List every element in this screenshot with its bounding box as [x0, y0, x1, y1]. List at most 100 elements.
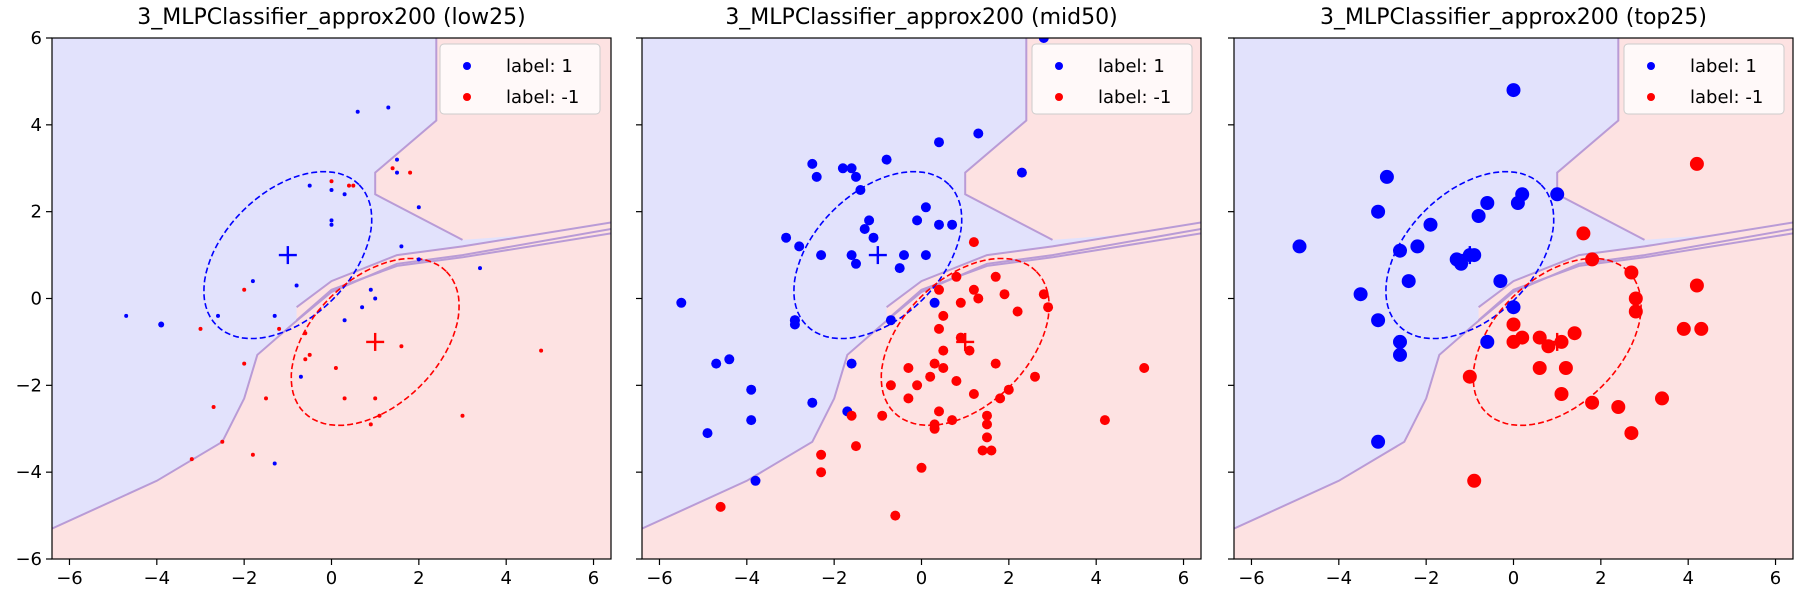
decision-boundary — [1556, 38, 1645, 241]
data-point-label-1 — [329, 218, 334, 223]
data-point-label-neg1 — [982, 419, 992, 430]
y-tick-label: 0 — [31, 289, 42, 310]
x-tick-label: −2 — [1413, 568, 1440, 589]
decision-boundary — [52, 228, 611, 530]
data-point-label-1 — [920, 202, 931, 213]
data-point-label-neg1 — [1576, 226, 1591, 241]
data-point-label-1 — [124, 313, 129, 318]
data-point-label-neg1 — [1558, 361, 1573, 375]
x-tick-label: −4 — [144, 568, 171, 589]
data-point-label-1 — [1550, 187, 1565, 202]
data-point-label-neg1 — [250, 452, 255, 457]
legend-label-neg1: label: -1 — [1098, 87, 1171, 108]
region-label-neg1 — [52, 229, 611, 559]
legend-box — [439, 43, 601, 115]
data-point-label-neg1 — [1003, 384, 1014, 395]
data-point-label-1 — [1393, 243, 1407, 258]
data-point-label-1 — [1506, 83, 1521, 98]
x-tick-label: −2 — [231, 568, 258, 589]
data-points — [676, 38, 1150, 521]
data-point-label-1 — [1480, 334, 1495, 349]
data-point-label-neg1 — [1676, 321, 1691, 336]
data-point-label-neg1 — [277, 326, 282, 331]
data-point-label-neg1 — [999, 289, 1010, 300]
data-point-label-neg1 — [1624, 426, 1639, 441]
y-tick-label: −4 — [15, 462, 42, 483]
data-point-label-neg1 — [951, 271, 962, 282]
data-point-label-neg1 — [955, 332, 966, 343]
decision-boundary — [1477, 232, 1793, 321]
data-point-label-neg1 — [938, 310, 949, 321]
data-point-label-1 — [1410, 239, 1425, 254]
data-point-label-neg1 — [303, 331, 308, 336]
region-label-neg1 — [1234, 229, 1793, 559]
decision-boundary — [886, 221, 1201, 309]
data-point-label-neg1 — [303, 357, 308, 362]
data-point-label-1 — [837, 163, 848, 174]
data-point-label-neg1 — [968, 284, 979, 295]
data-point-label-neg1 — [885, 380, 896, 391]
decision-regions — [1234, 38, 1793, 559]
data-point-label-1 — [851, 258, 861, 269]
x-tick-label: 0 — [916, 568, 927, 589]
legend-label-1: label: 1 — [1690, 56, 1757, 77]
data-point-label-neg1 — [990, 358, 1001, 369]
data-point-label-neg1 — [964, 345, 975, 356]
data-point-label-1 — [368, 287, 373, 292]
data-point-label-1 — [1493, 274, 1508, 289]
y-tick-label: −6 — [15, 549, 42, 570]
legend: label: 1 label: -1 — [1031, 43, 1193, 115]
data-point-label-1 — [386, 105, 391, 110]
data-point-label-neg1 — [925, 371, 936, 382]
data-point-label-1 — [1480, 196, 1495, 210]
data-point-label-neg1 — [982, 432, 992, 443]
region-label-neg1 — [642, 229, 1201, 559]
data-point-label-neg1 — [1030, 371, 1040, 382]
data-point-label-1 — [811, 171, 822, 182]
data-point-label-1 — [711, 358, 722, 369]
data-point-label-1 — [1454, 256, 1469, 271]
data-point-label-neg1 — [1585, 395, 1600, 410]
decision-regions — [642, 38, 1201, 559]
data-point-label-1 — [807, 158, 818, 169]
x-tick-label: 6 — [1178, 568, 1189, 589]
data-point-label-1 — [947, 219, 958, 230]
data-point-label-neg1 — [846, 410, 857, 421]
x-tick-label: 6 — [1770, 568, 1781, 589]
data-point-label-neg1 — [951, 376, 962, 386]
data-point-label-neg1 — [264, 396, 268, 401]
x-tick-label: 0 — [326, 568, 337, 589]
legend-marker-label-neg1 — [1647, 93, 1655, 101]
data-point-label-neg1 — [460, 413, 465, 418]
data-point-label-neg1 — [1611, 400, 1626, 414]
legend: label: 1 label: -1 — [1623, 43, 1785, 115]
data-point-label-neg1 — [1038, 289, 1049, 300]
subplot-mid50: 3_MLPClassifier_approx200 (mid50) −6 −4 −2… — [636, 5, 1202, 589]
data-point-label-neg1 — [399, 344, 404, 349]
y-tick-label: 2 — [31, 202, 42, 223]
data-point-label-1 — [272, 313, 277, 318]
data-point-label-neg1 — [1532, 361, 1547, 375]
data-point-label-1 — [416, 257, 421, 262]
data-point-label-1 — [395, 170, 399, 175]
data-point-label-neg1 — [189, 457, 194, 462]
x-tick-label: −6 — [56, 568, 83, 589]
data-point-label-neg1 — [995, 393, 1006, 404]
region-label-neg1-band — [1478, 222, 1793, 321]
x-tick-label: −6 — [646, 568, 673, 589]
data-point-label-neg1 — [968, 389, 979, 399]
legend-label-1: label: 1 — [1098, 56, 1165, 77]
legend-label-neg1: label: -1 — [1690, 87, 1763, 108]
data-point-label-neg1 — [973, 293, 984, 304]
x-tick-label: 2 — [1003, 568, 1014, 589]
data-point-label-neg1 — [934, 406, 944, 417]
data-point-label-1 — [894, 263, 905, 274]
data-point-label-neg1 — [351, 183, 356, 188]
data-point-label-neg1 — [916, 462, 927, 473]
data-point-label-neg1 — [1139, 363, 1150, 373]
x-tick-label: 4 — [1682, 568, 1693, 589]
data-point-label-1 — [920, 250, 931, 261]
data-point-label-neg1 — [1567, 326, 1582, 341]
data-point-label-neg1 — [903, 363, 914, 373]
data-point-label-neg1 — [947, 415, 958, 426]
